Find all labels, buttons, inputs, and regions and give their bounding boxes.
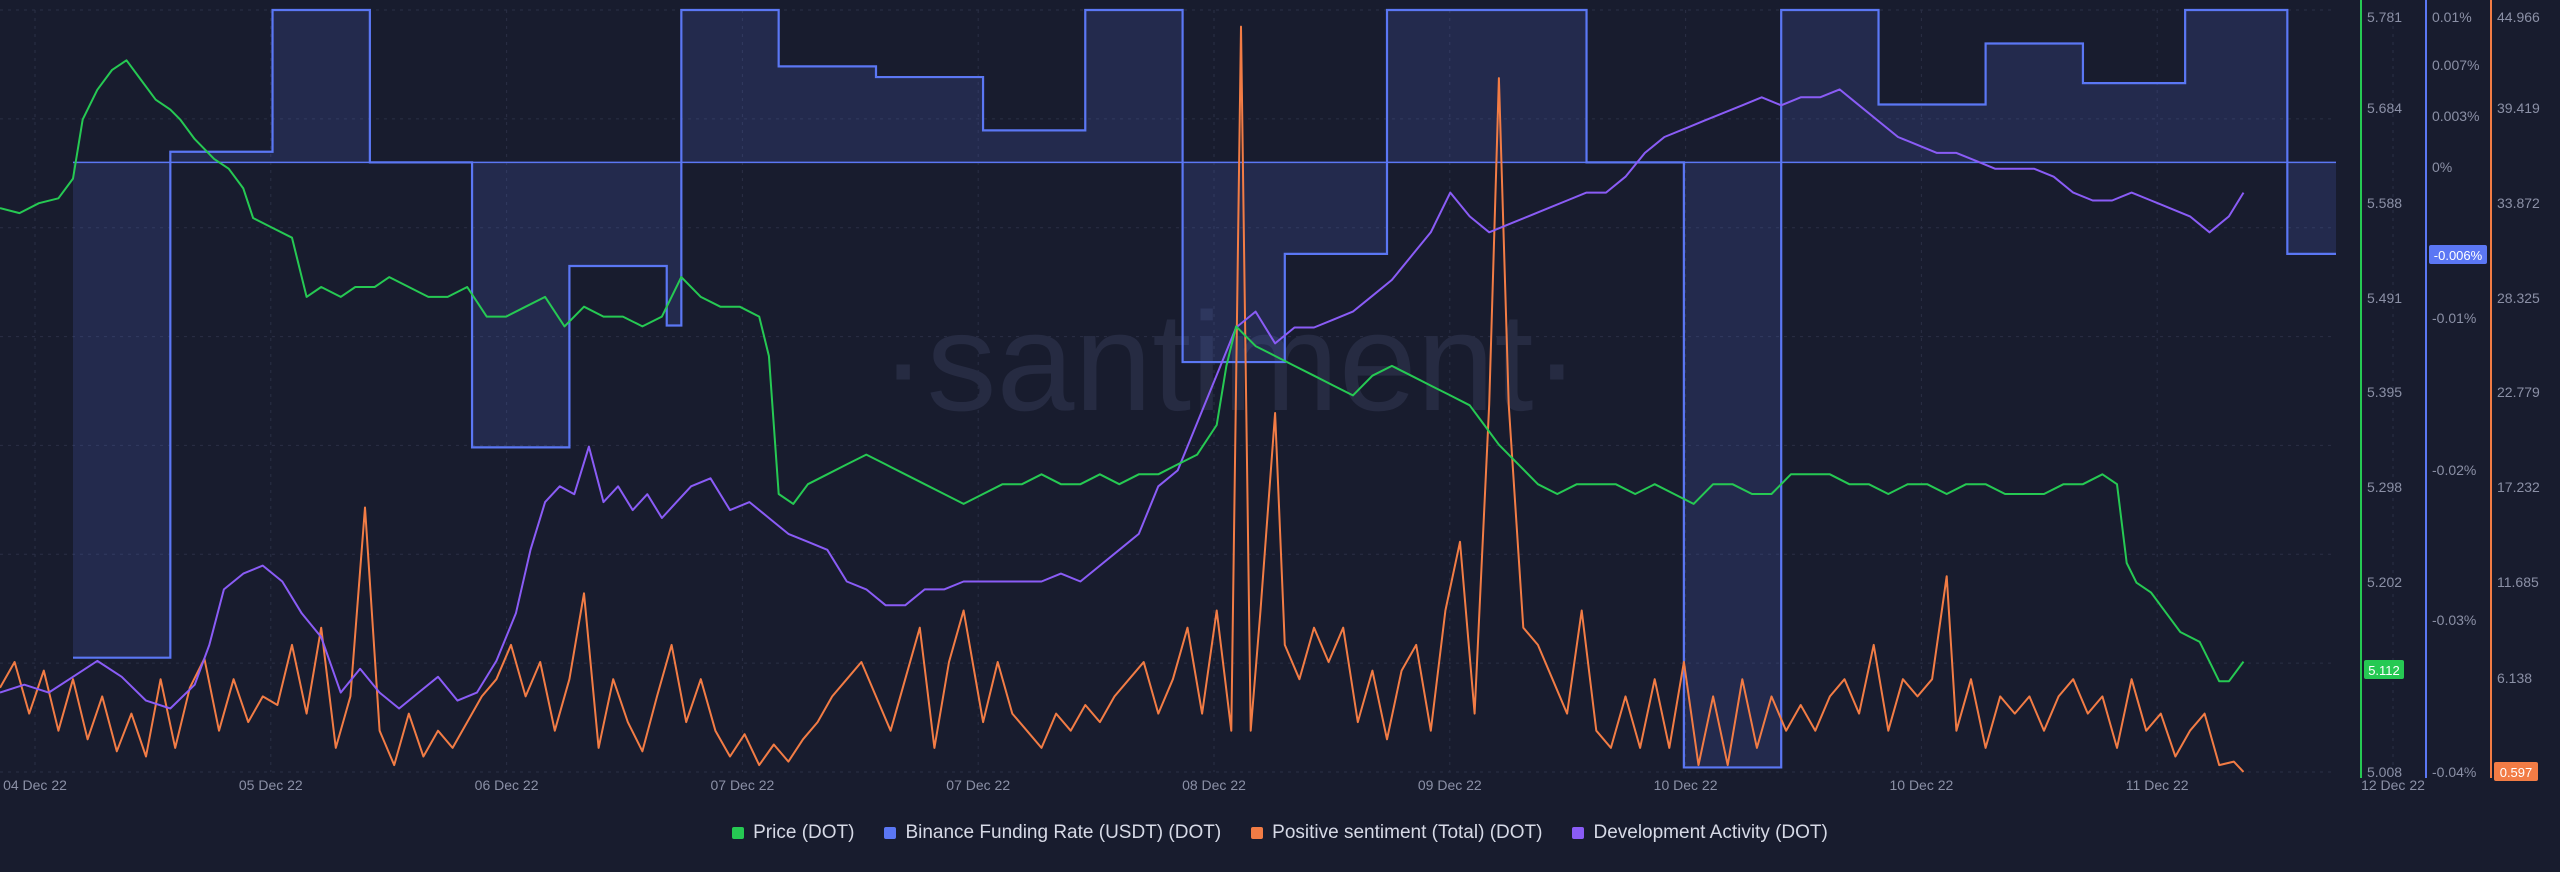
gridlines <box>0 9 2394 773</box>
sentiment-tick-label: 28.325 <box>2497 290 2540 306</box>
funding-tick-label: 0.007% <box>2432 57 2479 73</box>
sentiment-series-line <box>0 25 2245 773</box>
legend-item-dev[interactable]: Development Activity (DOT) <box>1572 822 1828 844</box>
legend-swatch-sentiment <box>1251 827 1264 839</box>
x-tick-label: 10 Dec 22 <box>1654 777 1718 793</box>
legend-swatch-dev <box>1572 827 1585 839</box>
price-tick-label: 5.298 <box>2367 479 2402 495</box>
funding-rate-line <box>73 8 2336 769</box>
funding-tick-label: -0.01% <box>2432 310 2476 326</box>
funding-tick-label: -0.04% <box>2432 764 2476 780</box>
sentiment-tick-label: 6.138 <box>2497 670 2532 686</box>
price-tick-label: 5.684 <box>2367 100 2402 116</box>
legend-swatch-funding <box>884 827 897 839</box>
sentiment-tick-label: 11.685 <box>2497 574 2539 590</box>
sentiment-tick-label: 39.419 <box>2497 100 2540 116</box>
funding-tick-label: -0.02% <box>2432 462 2476 478</box>
legend-item-sentiment[interactable]: Positive sentiment (Total) (DOT) <box>1251 822 1542 844</box>
x-tick-label: 07 Dec 22 <box>946 777 1010 793</box>
x-tick-label: 09 Dec 22 <box>1418 777 1482 793</box>
x-tick-label: 07 Dec 22 <box>710 777 774 793</box>
sentiment-current-badge: 0.597 <box>2500 765 2533 780</box>
funding-tick-label: -0.03% <box>2432 612 2476 628</box>
sentiment-tick-label: 17.232 <box>2497 479 2540 495</box>
chart-legend: Price (DOT) Binance Funding Rate (USDT) … <box>0 820 2560 846</box>
x-tick-label: 08 Dec 22 <box>1182 777 1246 793</box>
x-tick-label: 10 Dec 22 <box>1889 777 1953 793</box>
funding-rate-area <box>73 10 2336 768</box>
legend-item-funding[interactable]: Binance Funding Rate (USDT) (DOT) <box>884 822 1221 844</box>
sentiment-tick-label: 33.872 <box>2497 195 2540 211</box>
x-tick-label: 06 Dec 22 <box>475 777 539 793</box>
x-tick-label: 12 Dec 22 <box>2361 777 2425 793</box>
legend-label-sentiment: Positive sentiment (Total) (DOT) <box>1272 822 1543 843</box>
price-tick-label: 5.202 <box>2367 574 2402 590</box>
x-tick-label: 05 Dec 22 <box>239 777 303 793</box>
price-tick-label: 5.491 <box>2367 290 2402 306</box>
funding-tick-label: 0.01% <box>2432 9 2472 25</box>
legend-label-price: Price (DOT) <box>753 822 855 843</box>
x-tick-label: 04 Dec 22 <box>3 777 67 793</box>
funding-tick-label: 0% <box>2432 159 2452 175</box>
x-tick-label: 11 Dec 22 <box>2126 777 2189 793</box>
price-current-badge-bg <box>2364 660 2404 679</box>
dev-series-line <box>0 88 2245 710</box>
legend-label-dev: Development Activity (DOT) <box>1593 822 1828 843</box>
legend-swatch-price <box>732 827 745 839</box>
legend-label-funding: Binance Funding Rate (USDT) (DOT) <box>905 822 1222 843</box>
sentiment-tick-label: 22.779 <box>2497 384 2540 400</box>
funding-tick-label: 0.003% <box>2432 108 2479 124</box>
funding-current-badge-bg <box>2429 245 2487 264</box>
funding-current-badge: -0.006% <box>2434 248 2483 263</box>
price-tick-label: 5.395 <box>2367 384 2402 400</box>
price-tick-label: 5.008 <box>2367 764 2402 780</box>
sentiment-tick-label: 44.966 <box>2497 9 2540 25</box>
price-tick-label: 5.588 <box>2367 195 2402 211</box>
price-current-badge: 5.112 <box>2368 663 2400 678</box>
price-tick-label: 5.781 <box>2367 9 2402 25</box>
legend-item-price[interactable]: Price (DOT) <box>732 822 854 844</box>
sentiment-current-badge-bg <box>2494 762 2538 781</box>
price-series-line <box>0 59 2245 683</box>
